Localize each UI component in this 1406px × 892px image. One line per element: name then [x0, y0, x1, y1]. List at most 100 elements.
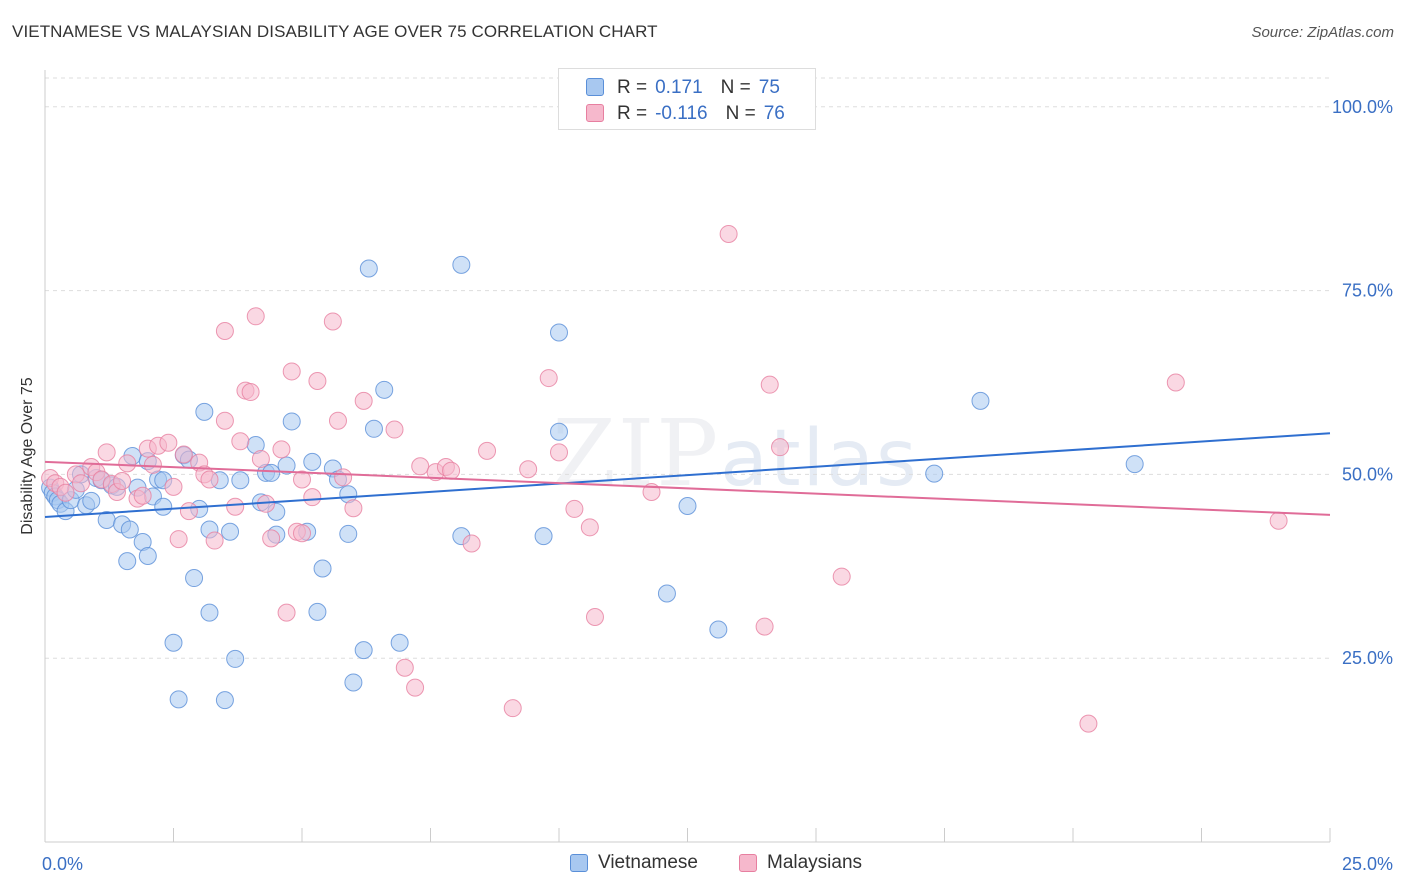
- data-point-malaysian: [565, 499, 584, 518]
- legend: R = 0.171 N = 75 R = -0.116 N = 76: [558, 68, 816, 130]
- data-point-vietnamese: [375, 380, 394, 399]
- data-point-malaysian: [282, 362, 301, 381]
- data-point-malaysian: [385, 420, 404, 439]
- chart-title: VIETNAMESE VS MALAYSIAN DISABILITY AGE O…: [12, 22, 658, 41]
- data-point-vietnamese: [303, 452, 322, 471]
- data-point-malaysian: [231, 432, 250, 451]
- data-point-malaysian: [580, 518, 599, 537]
- series-legend: Vietnamese Malaysians: [0, 852, 1406, 878]
- data-point-malaysian: [719, 224, 738, 243]
- data-point-malaysian: [169, 530, 188, 549]
- data-point-malaysian: [308, 372, 327, 391]
- data-point-vietnamese: [154, 497, 173, 516]
- data-point-malaysian: [159, 433, 178, 452]
- data-point-vietnamese: [308, 602, 327, 621]
- data-point-vietnamese: [344, 673, 363, 692]
- data-point-vietnamese: [195, 402, 214, 421]
- series-legend-label-malaysians: Malaysians: [767, 852, 863, 873]
- data-point-vietnamese: [390, 633, 409, 652]
- data-point-malaysian: [246, 307, 265, 326]
- data-point-vietnamese: [226, 649, 245, 668]
- data-point-vietnamese: [550, 422, 568, 441]
- data-point-malaysian: [293, 470, 311, 489]
- data-point-malaysian: [585, 608, 604, 627]
- series-legend-vietnamese: Vietnamese: [570, 852, 698, 874]
- data-point-vietnamese: [138, 546, 157, 565]
- data-point-vietnamese: [185, 569, 204, 588]
- data-point-vietnamese: [657, 584, 676, 603]
- data-point-malaysian: [462, 534, 481, 553]
- data-point-vietnamese: [925, 464, 944, 483]
- y-tick-label: 50.0%: [1342, 464, 1393, 484]
- data-point-malaysian: [277, 603, 296, 622]
- data-point-malaysian: [215, 411, 234, 430]
- legend-swatch-malaysians: [586, 104, 604, 122]
- series-legend-swatch-malaysians: [739, 854, 757, 872]
- data-point-malaysian: [478, 441, 497, 460]
- data-point-malaysian: [262, 529, 281, 548]
- data-point-vietnamese: [164, 633, 183, 652]
- data-point-malaysian: [226, 497, 245, 516]
- data-point-malaysian: [354, 391, 373, 410]
- data-point-malaysian: [1166, 373, 1185, 392]
- data-point-malaysian: [215, 322, 234, 341]
- series-legend-swatch-vietnamese: [570, 854, 588, 872]
- data-point-malaysian: [118, 454, 137, 473]
- data-point-vietnamese: [452, 255, 471, 274]
- series-legend-label-vietnamese: Vietnamese: [598, 852, 698, 873]
- data-point-malaysian: [503, 699, 522, 718]
- y-tick-label: 100.0%: [1332, 97, 1393, 117]
- data-point-malaysian: [760, 375, 779, 394]
- data-point-malaysian: [406, 678, 425, 697]
- data-point-malaysian: [411, 457, 430, 476]
- data-point-malaysian: [323, 312, 342, 331]
- legend-r-label: R =: [617, 103, 648, 124]
- data-point-vietnamese: [169, 690, 188, 709]
- data-point-vietnamese: [313, 559, 332, 578]
- x-tick-label: 25.0%: [1342, 854, 1393, 874]
- data-point-vietnamese: [678, 496, 697, 515]
- data-point-malaysian: [328, 411, 347, 430]
- data-point-malaysian: [200, 470, 219, 489]
- data-point-malaysian: [344, 499, 363, 518]
- data-point-vietnamese: [364, 419, 383, 438]
- data-point-vietnamese: [354, 641, 373, 660]
- data-point-malaysian: [539, 369, 558, 388]
- legend-n-label: N =: [725, 103, 756, 124]
- data-point-vietnamese: [200, 603, 219, 622]
- data-point-vietnamese: [359, 259, 378, 278]
- legend-row-malaysians: R = -0.116 N = 76: [586, 102, 785, 126]
- data-point-malaysian: [755, 617, 774, 636]
- data-point-vietnamese: [118, 552, 137, 571]
- data-point-malaysian: [1269, 511, 1288, 530]
- data-point-vietnamese: [971, 391, 990, 410]
- data-point-vietnamese: [282, 412, 301, 431]
- data-point-vietnamese: [221, 522, 240, 541]
- data-point-malaysian: [832, 567, 851, 586]
- data-point-malaysian: [1079, 714, 1098, 733]
- data-point-vietnamese: [339, 524, 358, 543]
- data-point-malaysian: [133, 486, 152, 505]
- data-point-malaysian: [205, 531, 224, 550]
- data-point-vietnamese: [277, 456, 296, 475]
- data-point-vietnamese: [1125, 455, 1144, 474]
- data-point-malaysian: [251, 449, 270, 468]
- series-legend-malaysians: Malaysians: [739, 852, 862, 874]
- data-point-malaysian: [272, 440, 291, 459]
- data-point-malaysian: [334, 468, 353, 487]
- legend-n-value: 75: [758, 77, 780, 98]
- legend-r-value: 0.171: [655, 77, 703, 98]
- data-point-vietnamese: [262, 463, 281, 482]
- data-point-vietnamese: [215, 691, 234, 710]
- legend-n-value: 76: [763, 103, 785, 124]
- legend-r-label: R =: [617, 77, 648, 98]
- legend-r-value: -0.116: [655, 103, 708, 124]
- data-point-malaysian: [395, 658, 414, 677]
- legend-row-vietnamese: R = 0.171 N = 75: [586, 76, 780, 100]
- y-tick-label: 75.0%: [1342, 281, 1393, 301]
- data-point-malaysian: [97, 443, 116, 462]
- data-point-vietnamese: [120, 520, 139, 539]
- data-point-malaysian: [550, 443, 568, 462]
- y-tick-label: 25.0%: [1342, 648, 1393, 668]
